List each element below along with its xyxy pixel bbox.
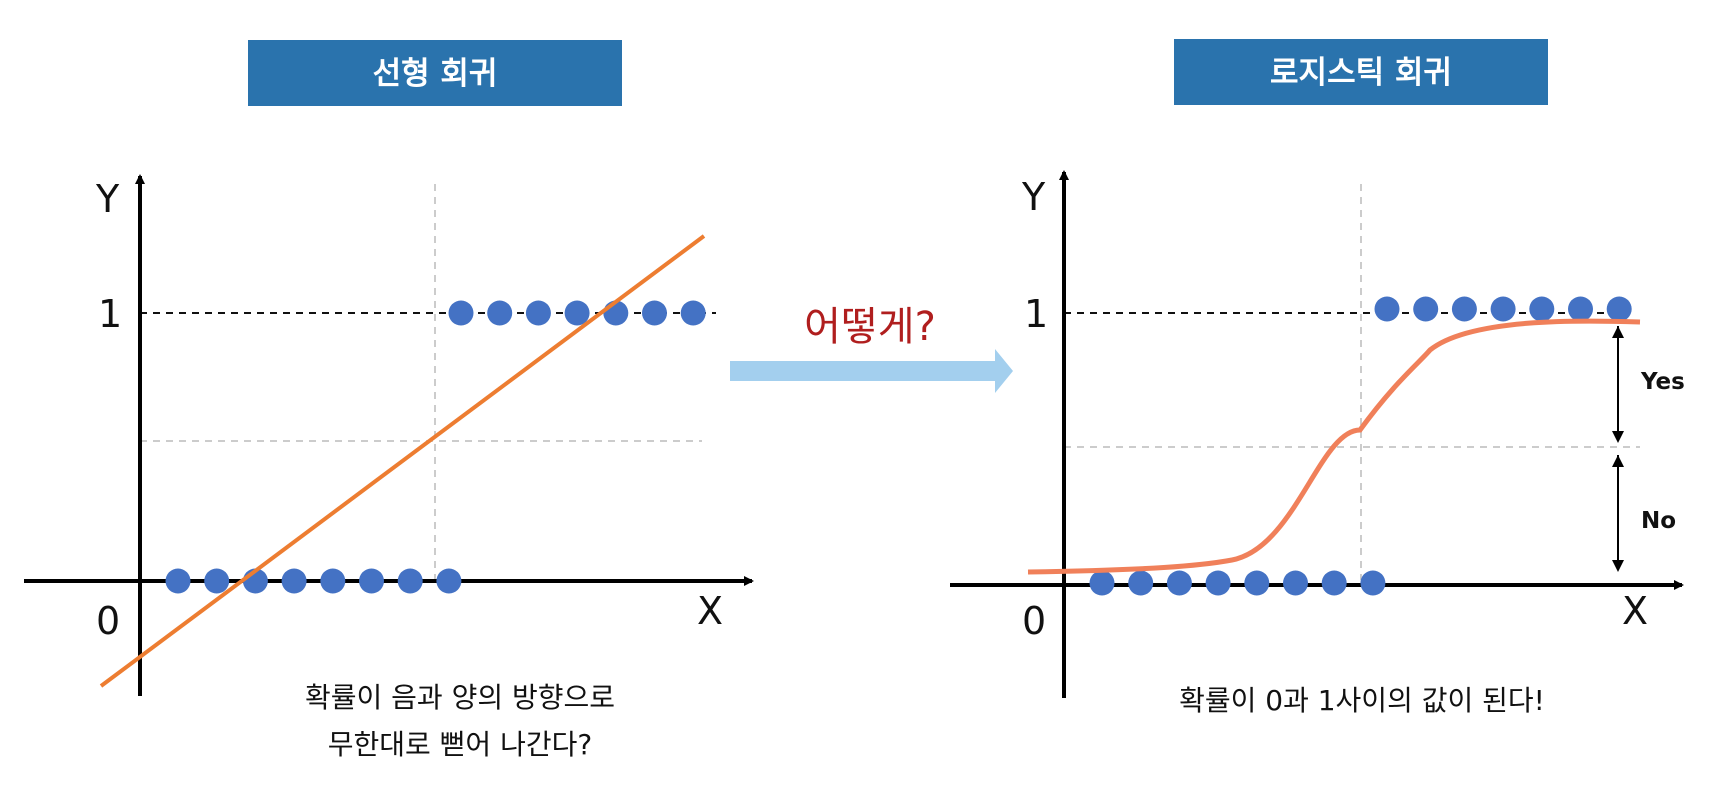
linear-header-title: 선형 회귀	[373, 56, 498, 92]
linear-caption-line1: 확률이 음과 양의 방향으로	[305, 681, 615, 714]
logistic-caption: 확률이 0과 1사이의 값이 된다!	[1179, 684, 1545, 717]
data-point-y1	[1451, 296, 1477, 322]
data-point-y1	[564, 300, 590, 326]
data-point-y0	[1244, 570, 1270, 596]
data-point-y1	[1568, 296, 1593, 322]
logistic-y-axis-label: Y	[1021, 175, 1046, 219]
data-point-y0	[1360, 570, 1386, 596]
data-point-y0	[436, 568, 462, 594]
data-point-y1	[1413, 296, 1439, 322]
data-point-y0	[165, 568, 191, 594]
data-point-y1	[642, 300, 667, 326]
data-point-y1	[1529, 296, 1555, 322]
linear-regression-panel: 선형 회귀 Y X 1 0 확률이 음과 양의 방향으로 무한대로 뻗어 나간다…	[24, 40, 754, 761]
linear-one-label: 1	[98, 292, 122, 336]
logistic-points-y0	[1089, 570, 1386, 596]
data-point-y0	[1321, 570, 1347, 596]
linear-caption-line2: 무한대로 뻗어 나간다?	[328, 728, 593, 761]
logistic-header-bg	[1174, 39, 1548, 105]
yes-arrow-up-icon	[1612, 326, 1624, 338]
no-label: No	[1641, 508, 1676, 534]
data-point-y0	[281, 568, 307, 594]
linear-zero-label: 0	[96, 599, 120, 643]
data-point-y1	[1490, 296, 1516, 322]
linear-regression-line	[99, 234, 706, 688]
transition-question: 어떻게?	[804, 304, 936, 350]
linear-points-y1	[448, 300, 706, 326]
linear-header-bg	[248, 40, 622, 106]
data-point-y1	[1374, 296, 1400, 322]
data-point-y0	[1166, 570, 1192, 596]
data-point-y0	[397, 568, 423, 594]
data-point-y1	[1606, 296, 1632, 322]
data-point-y0	[1283, 570, 1308, 596]
logistic-regression-panel: 로지스틱 회귀 Y X 1 0 Yes No 확률이 0과 1사이의 값이 된다…	[950, 39, 1685, 717]
data-point-y0	[320, 568, 346, 594]
yes-label: Yes	[1640, 369, 1685, 395]
data-point-y1	[680, 300, 706, 326]
data-point-y0	[1089, 570, 1115, 596]
data-point-y0	[1205, 570, 1231, 596]
logistic-x-axis-label: X	[1622, 589, 1648, 633]
no-arrow-down-icon	[1612, 560, 1624, 572]
linear-x-axis-label: X	[697, 589, 723, 633]
data-point-y0	[359, 568, 384, 594]
data-point-y0	[204, 568, 230, 594]
logistic-one-label: 1	[1024, 292, 1048, 336]
yes-arrow-down-icon	[1612, 431, 1624, 443]
logistic-zero-label: 0	[1022, 599, 1046, 643]
logistic-header-title: 로지스틱 회귀	[1270, 55, 1452, 91]
transition: 어떻게?	[730, 304, 1013, 393]
linear-y-axis-label: Y	[95, 177, 120, 221]
data-point-y0	[1128, 570, 1154, 596]
data-point-y1	[525, 300, 551, 326]
data-point-y1	[448, 300, 474, 326]
right-arrow-icon	[730, 349, 1013, 393]
logistic-points-y1	[1374, 296, 1632, 322]
logistic-sigmoid-curve	[1027, 318, 1641, 575]
data-point-y1	[487, 300, 513, 326]
no-arrow-up-icon	[1612, 455, 1624, 467]
